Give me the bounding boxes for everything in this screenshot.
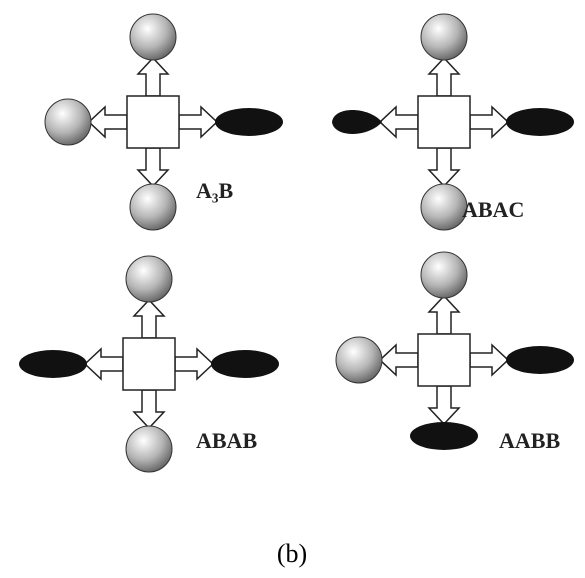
- diagram: A₃B ABAC ABAB AABB (b): [0, 0, 585, 578]
- arrow: [134, 390, 164, 428]
- ellipsoid: [215, 108, 283, 136]
- sphere: [130, 184, 176, 230]
- core-square: [418, 334, 470, 386]
- arrow: [89, 107, 127, 137]
- arrow: [470, 345, 508, 375]
- ellipsoid: [506, 108, 574, 136]
- core-square: [127, 96, 179, 148]
- core-square: [418, 96, 470, 148]
- arrow: [429, 386, 459, 424]
- arrow: [138, 148, 168, 186]
- arrow: [429, 58, 459, 96]
- arrow: [85, 349, 123, 379]
- core-square: [123, 338, 175, 390]
- sphere: [126, 426, 172, 472]
- molecule-label: A₃B: [196, 178, 233, 203]
- teardrop: [332, 110, 382, 134]
- ellipsoid: [506, 346, 574, 374]
- arrow: [134, 300, 164, 338]
- arrow: [470, 107, 508, 137]
- ellipsoid: [19, 350, 87, 378]
- caption: (b): [277, 539, 307, 568]
- sphere: [130, 14, 176, 60]
- sphere: [421, 184, 467, 230]
- arrow: [138, 58, 168, 96]
- molecule-label: AABB: [499, 428, 560, 453]
- molecule-label: ABAC: [462, 197, 524, 222]
- sphere: [421, 14, 467, 60]
- molecule-label: ABAB: [196, 428, 257, 453]
- ellipsoid: [211, 350, 279, 378]
- arrow: [429, 148, 459, 186]
- arrow: [380, 107, 418, 137]
- arrow: [429, 296, 459, 334]
- arrow: [179, 107, 217, 137]
- sphere: [336, 337, 382, 383]
- sphere: [45, 99, 91, 145]
- sphere: [421, 252, 467, 298]
- sphere: [126, 256, 172, 302]
- ellipsoid: [410, 422, 478, 450]
- arrow: [175, 349, 213, 379]
- molecules: [19, 14, 574, 472]
- arrow: [380, 345, 418, 375]
